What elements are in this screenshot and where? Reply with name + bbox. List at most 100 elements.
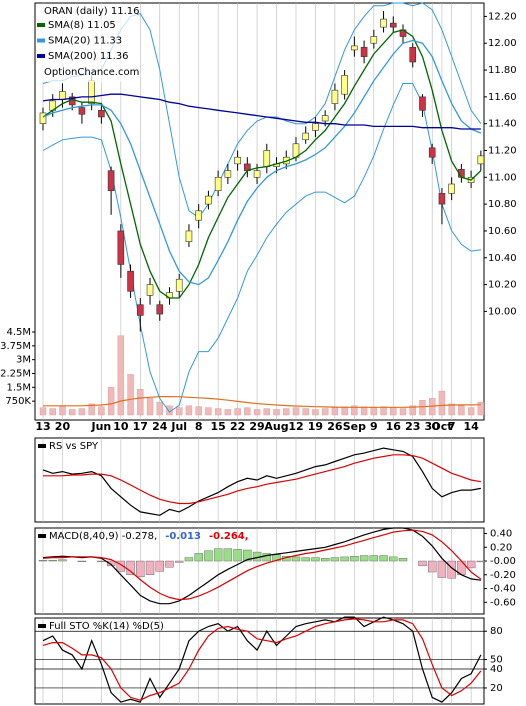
candle-body xyxy=(39,112,47,124)
candle-body xyxy=(448,183,455,194)
x-tick-label: 26 xyxy=(327,420,343,433)
sma-line xyxy=(42,39,482,286)
volume-bar xyxy=(321,408,329,416)
panel-title: RS vs SPY xyxy=(49,441,99,452)
histogram-bar xyxy=(145,560,155,575)
y-tick-label: 11.00 xyxy=(488,172,517,183)
candle-body xyxy=(175,278,183,292)
x-tick-label: 29 xyxy=(249,420,264,433)
x-tick-label: 13 xyxy=(35,420,50,433)
x-tick-label: Jul xyxy=(170,420,187,433)
legend-label: -0.013 xyxy=(165,531,201,542)
volume-bar xyxy=(88,403,95,416)
y-tick-label: -0.40 xyxy=(490,584,516,595)
candle-body xyxy=(214,177,222,192)
histogram-bar xyxy=(272,554,281,562)
volume-bar xyxy=(477,401,485,416)
volume-bar xyxy=(341,406,348,416)
y-tick-label: 11.20 xyxy=(488,145,517,156)
x-tick-label: 19 xyxy=(308,420,323,433)
y-tick-label: 11.40 xyxy=(488,119,517,130)
y-tick-label: 40 xyxy=(490,664,503,675)
histogram-bar xyxy=(340,556,349,562)
candle-body xyxy=(370,36,378,44)
volume-bar xyxy=(137,388,144,416)
candle-body xyxy=(438,193,446,205)
candle-body xyxy=(205,195,212,205)
candle-body xyxy=(127,270,134,292)
legend-swatch xyxy=(37,23,45,27)
volume-bar xyxy=(49,408,56,416)
y-tick-label: 0.20 xyxy=(490,542,512,553)
candle-body xyxy=(389,22,397,28)
candle-body xyxy=(477,155,485,165)
histogram-bar xyxy=(155,560,164,572)
y2-tick-label: 750K xyxy=(5,396,31,407)
y-tick-label: 10.20 xyxy=(488,280,517,291)
x-tick-label: Sep xyxy=(343,420,366,433)
volume-bar xyxy=(370,407,378,416)
candle-body xyxy=(312,123,319,131)
x-tick-label: 7 xyxy=(448,420,456,433)
y-tick-label: 10.00 xyxy=(488,306,517,317)
histogram-bar xyxy=(330,557,340,562)
indicator-line xyxy=(42,529,482,601)
histogram-bar xyxy=(428,560,437,573)
histogram-bar xyxy=(398,558,408,562)
x-tick-label: 23 xyxy=(405,420,420,433)
candle-body xyxy=(107,170,115,192)
volume-bar xyxy=(214,408,222,416)
x-tick-label: 15 xyxy=(210,420,225,433)
volume-bar xyxy=(467,407,475,416)
candle-body xyxy=(98,109,105,118)
volume-bar xyxy=(205,407,212,416)
volume-bar xyxy=(458,405,465,416)
candle-body xyxy=(253,170,261,178)
volume-bar xyxy=(273,409,280,416)
volume-bar xyxy=(390,407,397,416)
y2-tick-label: 3M xyxy=(16,355,31,366)
candle-body xyxy=(419,96,426,111)
histogram-bar xyxy=(233,549,242,562)
histogram-bar xyxy=(418,560,427,567)
panel-frame xyxy=(34,437,485,523)
candle-body xyxy=(59,91,66,100)
bollinger-band xyxy=(42,83,481,413)
histogram-bar xyxy=(466,560,476,569)
histogram-bar xyxy=(262,553,271,562)
volume-bar xyxy=(351,405,358,416)
y-tick-label: 20 xyxy=(490,683,503,694)
legend-swatch xyxy=(37,38,45,43)
title-swatch xyxy=(38,624,46,628)
x-tick-label: 9 xyxy=(370,420,378,433)
volume-bar xyxy=(107,387,115,416)
histogram-bar xyxy=(437,560,447,578)
histogram-bar xyxy=(213,548,223,562)
volume-bar xyxy=(68,409,76,416)
legend-swatch xyxy=(37,54,45,58)
y-tick-label: 11.60 xyxy=(488,92,517,103)
legend-label: SMA(20) 11.33 xyxy=(48,36,122,47)
candle-body xyxy=(137,304,144,316)
histogram-bar xyxy=(165,560,174,568)
histogram-bar xyxy=(389,556,398,562)
volume-ma-line xyxy=(43,396,481,408)
annotation: OptionChance.com xyxy=(44,67,139,78)
volume-bar xyxy=(117,335,125,416)
histogram-bar xyxy=(320,558,330,562)
y-tick-label: 11.80 xyxy=(488,65,517,76)
x-tick-label: 24 xyxy=(152,420,168,433)
candle-body xyxy=(146,284,154,296)
volume-bar xyxy=(419,400,426,416)
histogram-bar xyxy=(350,556,359,562)
y-tick-label: 10.60 xyxy=(488,226,517,237)
volume-bar xyxy=(302,408,309,416)
histogram-bar xyxy=(359,555,369,562)
histogram-bar xyxy=(476,560,486,563)
y2-tick-label: 2.25M xyxy=(0,369,31,380)
x-tick-label: 12 xyxy=(288,420,303,433)
x-tick-label: 22 xyxy=(230,420,245,433)
volume-bar xyxy=(39,407,47,416)
candle-body xyxy=(195,210,202,221)
indicator-line xyxy=(42,447,482,516)
